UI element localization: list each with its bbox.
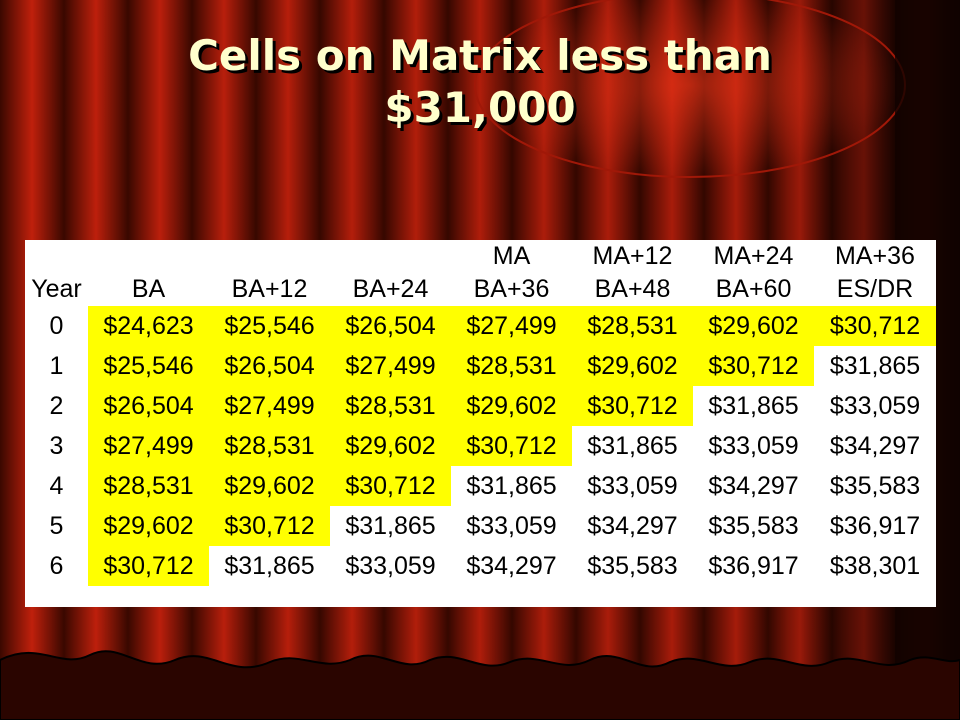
salary-cell: $30,712 [814,306,936,346]
salary-cell: $29,602 [209,466,330,506]
header-cell: BA+48 [594,275,671,303]
salary-cell: $34,297 [466,551,557,580]
header-cell [25,240,88,273]
salary-cell: $27,499 [451,306,572,346]
header-cell: MA [492,242,531,270]
title-line-2: $31,000 [384,83,576,132]
salary-cell: $29,602 [572,346,693,386]
header-cell: BA+60 [715,275,792,303]
salary-cell: $30,712 [330,466,451,506]
salary-cell: $35,583 [708,511,799,540]
salary-cell: $29,602 [693,306,814,346]
salary-cell: $24,623 [88,306,209,346]
salary-cell: $26,504 [88,386,209,426]
header-row-2: Year BA BA+12 BA+24 BA+36 BA+48 BA+60 ES/DR [25,273,936,306]
salary-matrix: MA MA+12 MA+24 MA+36 Year BA BA+12 BA+24 BA+36 BA… [25,240,936,607]
salary-cell: $31,865 [224,551,315,580]
salary-cell: $30,712 [451,426,572,466]
salary-cell: $28,531 [451,346,572,386]
header-cell [88,240,209,273]
header-cell: MA+12 [592,242,673,270]
year-cell: 6 [49,551,64,580]
salary-cell: $28,531 [88,466,209,506]
salary-cell: $28,531 [209,426,330,466]
table-row: 5 $29,602 $30,712 $31,865 $33,059 $34,297 $35,… [25,506,936,546]
table-body: MA MA+12 MA+24 MA+36 Year BA BA+12 BA+24 BA+36 BA… [25,240,936,586]
salary-cell: $33,059 [708,431,799,460]
salary-cell: $35,583 [587,551,678,580]
salary-cell: $34,297 [587,511,678,540]
salary-cell: $36,917 [829,511,921,540]
year-cell: 3 [49,431,64,460]
salary-cell: $33,059 [466,511,557,540]
header-row-1: MA MA+12 MA+24 MA+36 [25,240,936,273]
salary-cell: $31,865 [587,431,678,460]
salary-cell: $31,865 [829,351,921,380]
salary-cell: $29,602 [330,426,451,466]
header-cell: BA+12 [231,275,308,303]
header-cell: MA+36 [835,242,915,270]
salary-table: MA MA+12 MA+24 MA+36 Year BA BA+12 BA+24 BA+36 BA… [25,240,936,586]
salary-cell: $26,504 [209,346,330,386]
salary-cell: $28,531 [572,306,693,346]
table-row: 0 $24,623 $25,546 $26,504 $27,499 $28,531 $29,… [25,306,936,346]
salary-cell: $27,499 [88,426,209,466]
title-line-1: Cells on Matrix less than [188,31,772,80]
table-row: 3 $27,499 $28,531 $29,602 $30,712 $31,865 $33,… [25,426,936,466]
header-cell: ES/DR [836,275,914,303]
salary-cell: $30,712 [693,346,814,386]
header-cell: Year [31,275,82,303]
table-row: 1 $25,546 $26,504 $27,499 $28,531 $29,602 $30,… [25,346,936,386]
header-cell [209,240,330,273]
year-cell: 4 [49,471,64,500]
slide-title: Cells on Matrix less than $31,000 [120,30,840,134]
salary-cell: $29,602 [451,386,572,426]
header-cell [330,240,451,273]
table-row: 6 $30,712 $31,865 $33,059 $34,297 $35,583 $36,… [25,546,936,586]
salary-cell: $38,301 [829,551,921,580]
salary-cell: $31,865 [345,511,436,540]
header-cell: BA [131,275,166,303]
salary-cell: $28,531 [330,386,451,426]
salary-cell: $25,546 [88,346,209,386]
salary-cell: $33,059 [829,391,921,420]
salary-cell: $33,059 [345,551,436,580]
salary-cell: $34,297 [708,471,799,500]
salary-cell: $27,499 [330,346,451,386]
header-cell: BA+24 [352,275,429,303]
year-cell: 0 [49,311,64,340]
header-cell: BA+36 [473,275,550,303]
year-cell: 2 [49,391,64,420]
salary-cell: $26,504 [330,306,451,346]
salary-cell: $31,865 [708,391,799,420]
salary-cell: $34,297 [829,431,921,460]
header-cell: MA+24 [713,242,794,270]
salary-cell: $33,059 [587,471,678,500]
salary-cell: $29,602 [88,506,209,546]
salary-cell: $30,712 [572,386,693,426]
salary-cell: $30,712 [88,546,209,586]
salary-cell: $25,546 [209,306,330,346]
year-cell: 5 [49,511,64,540]
salary-cell: $36,917 [708,551,799,580]
salary-cell: $30,712 [209,506,330,546]
year-cell: 1 [49,351,64,380]
salary-cell: $27,499 [209,386,330,426]
table-row: 2 $26,504 $27,499 $28,531 $29,602 $30,712 $31,… [25,386,936,426]
table-row: 4 $28,531 $29,602 $30,712 $31,865 $33,059 $34,… [25,466,936,506]
salary-cell: $35,583 [829,471,921,500]
salary-cell: $31,865 [466,471,557,500]
